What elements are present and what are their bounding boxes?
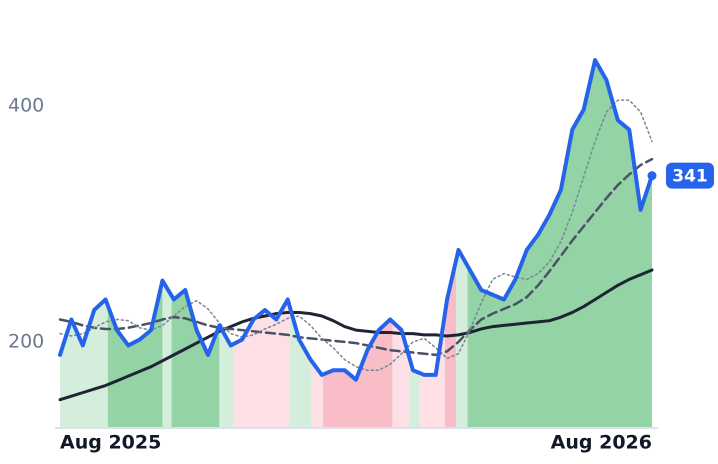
regime-band	[392, 60, 410, 428]
line-layer	[58, 58, 654, 402]
series-line	[59, 99, 653, 371]
last-value-badge	[666, 162, 714, 189]
regime-band	[233, 60, 290, 428]
regime-band	[467, 60, 652, 428]
series-line	[58, 157, 654, 357]
x-tick-label: Aug 2025	[60, 432, 161, 454]
regime-band	[171, 60, 220, 428]
series-line	[58, 58, 654, 382]
y-tick-label: 200	[8, 330, 44, 352]
regime-band	[162, 60, 172, 428]
regime-band	[107, 60, 163, 428]
regime-band	[289, 60, 312, 428]
regime-band	[456, 60, 468, 428]
x-tick-label: Aug 2026	[551, 432, 652, 454]
y-tick-label: 400	[8, 95, 44, 117]
series-line	[58, 268, 654, 402]
regime-band	[444, 60, 457, 428]
last-value-label: 341	[672, 167, 708, 187]
last-point	[647, 171, 657, 181]
label-layer: 200 400 Aug 2025 Aug 2026 341	[8, 95, 714, 454]
regime-band	[219, 60, 234, 428]
regime-band	[60, 60, 108, 428]
regime-band	[419, 60, 445, 428]
